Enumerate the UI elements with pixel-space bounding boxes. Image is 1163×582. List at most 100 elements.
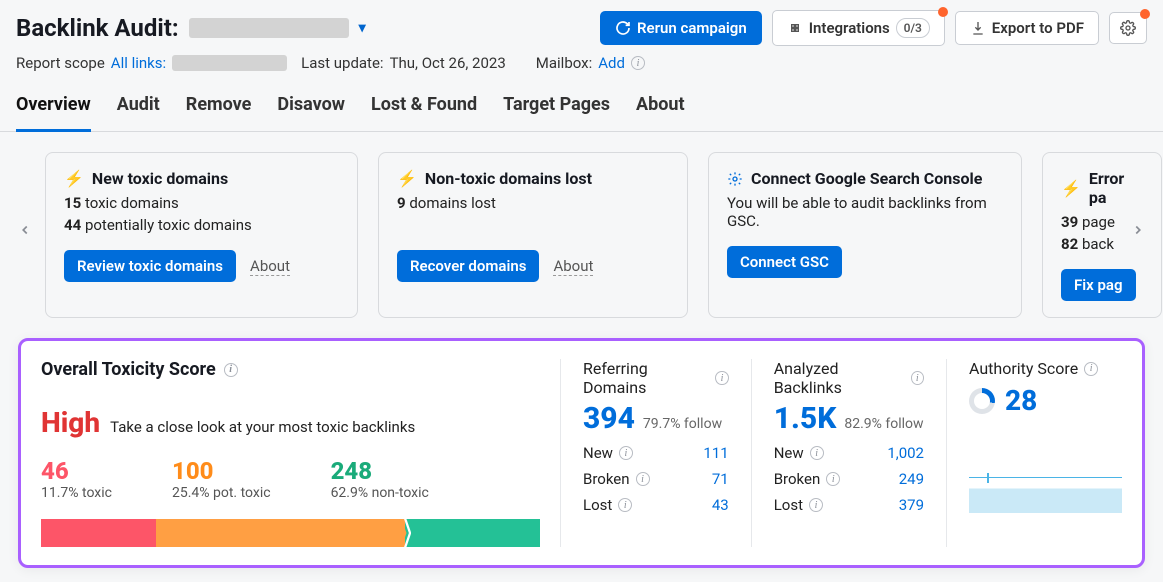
authority-title: Authority Score — [969, 359, 1078, 378]
backlinks-row-broken: Broken i249 — [774, 470, 924, 488]
ref-domains-broken-value[interactable]: 71 — [712, 470, 729, 488]
bolt-icon: ⚡ — [1061, 179, 1081, 198]
toxicity-bar — [41, 519, 540, 547]
info-icon[interactable]: i — [619, 446, 633, 460]
panel-title: Overall Toxicity Score — [41, 359, 216, 380]
scope-value-redacted — [172, 55, 287, 71]
authority-ring-icon — [969, 388, 995, 414]
card-connect-gsc: Connect Google Search Console You will b… — [708, 152, 1022, 318]
notification-dot — [1140, 9, 1150, 19]
notification-dot — [938, 7, 948, 17]
about-link[interactable]: About — [250, 257, 290, 276]
bolt-icon: ⚡ — [64, 169, 84, 188]
recover-domains-button[interactable]: Recover domains — [397, 250, 539, 282]
export-icon — [970, 20, 986, 36]
rerun-label: Rerun campaign — [637, 19, 747, 37]
info-icon[interactable]: i — [715, 371, 728, 385]
authority-value[interactable]: 28 — [1005, 384, 1037, 417]
integrations-count: 0/3 — [896, 18, 930, 38]
backlinks-new-value[interactable]: 1,002 — [887, 444, 924, 462]
card-new-toxic-domains: ⚡ New toxic domains 15 toxic domains 44 … — [45, 152, 358, 318]
review-toxic-button[interactable]: Review toxic domains — [64, 250, 236, 282]
backlinks-row-lost: Lost i379 — [774, 496, 924, 514]
connect-gsc-button[interactable]: Connect GSC — [727, 246, 842, 278]
ref-domains-title: Referring Domains — [583, 359, 709, 397]
ref-domains-row-broken: Broken i71 — [583, 470, 729, 488]
toxicity-bar-green — [405, 519, 540, 547]
integrations-icon — [787, 20, 803, 36]
main-tabs: Overview Audit Remove Disavow Lost & Found Ta… — [0, 84, 1163, 132]
referring-domains-column: Referring Domains i 394 79.7% follow New… — [561, 359, 752, 547]
last-update-label: Last update: — [301, 54, 383, 72]
err-pages: 39 — [1061, 213, 1078, 231]
ref-domains-follow: 79.7% follow — [643, 416, 722, 432]
project-dropdown-chevron[interactable]: ▾ — [359, 20, 366, 36]
backlinks-lost-value[interactable]: 379 — [899, 496, 924, 514]
info-icon[interactable]: i — [911, 371, 924, 385]
page-title: Backlink Audit: ▾ — [16, 14, 366, 42]
non-toxic-stat: 248 62.9% non-toxic — [331, 457, 429, 501]
authority-score-column: Authority Score i 28 — [947, 359, 1122, 547]
card-nontoxic-lost: ⚡ Non-toxic domains lost 9 domains lost … — [378, 152, 688, 318]
toxicity-level: High — [41, 406, 100, 439]
info-icon[interactable]: i — [618, 498, 632, 512]
tab-about[interactable]: About — [636, 84, 685, 132]
pot-toxic-stat: 100 25.4% pot. toxic — [172, 457, 271, 501]
info-icon[interactable]: i — [631, 56, 645, 70]
card-title: Non-toxic domains lost — [425, 169, 592, 188]
backlinks-follow: 82.9% follow — [844, 416, 923, 432]
err-back-label: back — [1082, 235, 1114, 253]
carousel-prev[interactable] — [12, 205, 38, 255]
err-pages-label: page — [1082, 213, 1115, 231]
refresh-icon — [615, 20, 631, 36]
tab-overview[interactable]: Overview — [16, 84, 91, 132]
project-name-redacted — [189, 18, 349, 38]
info-icon[interactable]: i — [636, 472, 650, 486]
ref-domains-row-new: New i111 — [583, 444, 729, 462]
err-back: 82 — [1061, 235, 1078, 253]
export-label: Export to PDF — [992, 19, 1084, 37]
integrations-button[interactable]: Integrations 0/3 — [772, 10, 945, 46]
about-link[interactable]: About — [553, 257, 593, 276]
info-icon[interactable]: i — [809, 498, 823, 512]
tab-lost-found[interactable]: Lost & Found — [371, 84, 477, 132]
toxic-count-label: toxic domains — [85, 194, 179, 212]
title-prefix: Backlink Audit: — [16, 14, 179, 42]
ref-domains-lost-value[interactable]: 43 — [712, 496, 729, 514]
lost-count-label: domains lost — [409, 194, 496, 212]
gear-blue-icon — [727, 171, 743, 187]
info-icon[interactable]: i — [810, 446, 824, 460]
mailbox-label: Mailbox: — [536, 54, 592, 72]
pot-toxic-count: 44 — [64, 216, 81, 234]
tab-audit[interactable]: Audit — [117, 84, 160, 132]
toxic-stat: 46 11.7% toxic — [41, 457, 112, 501]
toxicity-bar-orange — [156, 519, 406, 547]
rerun-campaign-button[interactable]: Rerun campaign — [600, 11, 762, 45]
settings-button[interactable] — [1109, 12, 1147, 44]
carousel-next[interactable] — [1125, 205, 1151, 255]
bolt-icon: ⚡ — [397, 169, 417, 188]
mailbox-add-link[interactable]: Add — [598, 54, 625, 72]
backlinks-total[interactable]: 1.5K — [774, 401, 837, 436]
tab-remove[interactable]: Remove — [186, 84, 252, 132]
backlinks-broken-value[interactable]: 249 — [899, 470, 924, 488]
lost-count: 9 — [397, 194, 406, 212]
overall-toxicity-panel: Overall Toxicity Score i High Take a clo… — [18, 338, 1145, 568]
last-update-value: Thu, Oct 26, 2023 — [390, 54, 506, 72]
ref-domains-total[interactable]: 394 — [583, 401, 635, 436]
tab-target-pages[interactable]: Target Pages — [503, 84, 610, 132]
fix-pages-button[interactable]: Fix pag — [1061, 269, 1136, 301]
toxicity-bar-red — [41, 519, 156, 547]
gsc-desc: You will be able to audit backlinks from… — [727, 194, 1003, 230]
info-icon[interactable]: i — [224, 363, 238, 377]
info-icon[interactable]: i — [826, 472, 840, 486]
backlinks-row-new: New i1,002 — [774, 444, 924, 462]
toxic-count: 15 — [64, 194, 81, 212]
ref-domains-new-value[interactable]: 111 — [703, 444, 728, 462]
ref-domains-row-lost: Lost i43 — [583, 496, 729, 514]
card-title: Connect Google Search Console — [751, 169, 982, 188]
info-icon[interactable]: i — [1084, 362, 1098, 376]
all-links-link[interactable]: All links: — [111, 54, 166, 72]
tab-disavow[interactable]: Disavow — [277, 84, 345, 132]
export-pdf-button[interactable]: Export to PDF — [955, 11, 1099, 45]
